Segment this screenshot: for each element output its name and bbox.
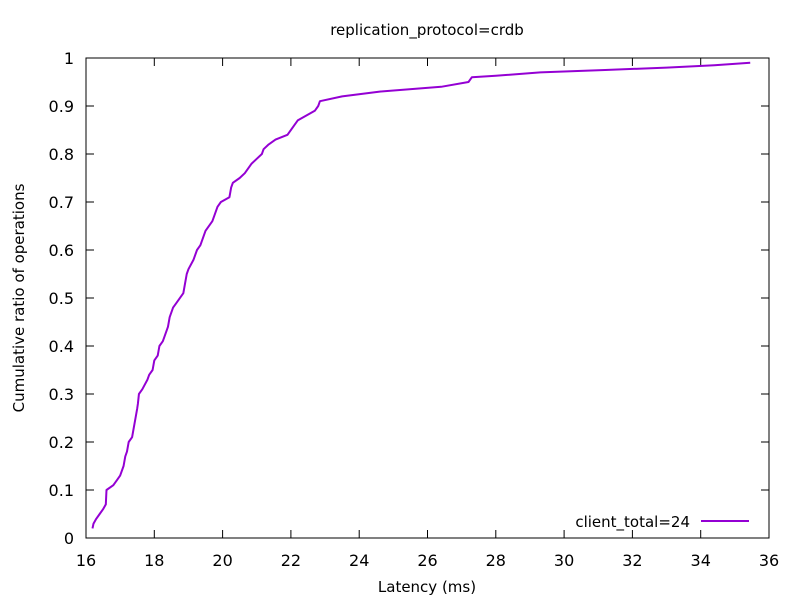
x-tick-label: 18 (144, 551, 164, 570)
legend: client_total=24 (575, 513, 749, 532)
y-tick-label: 0.8 (49, 145, 74, 164)
plot-area-border (85, 57, 770, 539)
x-tick-label: 24 (349, 551, 369, 570)
y-tick-label: 0.4 (49, 337, 74, 356)
y-axis-title: Cumulative ratio of operations (10, 183, 28, 412)
y-tick-label: 0 (64, 529, 74, 548)
y-tick-label: 0.6 (49, 241, 74, 260)
x-tick-label: 34 (691, 551, 711, 570)
x-tick-label: 28 (486, 551, 506, 570)
series-line (91, 61, 751, 529)
x-tick-label: 36 (759, 551, 779, 570)
x-tick-label: 32 (622, 551, 642, 570)
y-axis-ticks: 0 0.1 0.2 0.3 0.4 0.5 0.6 0.7 0.8 0.9 1 (49, 49, 769, 548)
legend-label: client_total=24 (575, 513, 690, 532)
x-axis-title: Latency (ms) (378, 578, 476, 596)
y-tick-label: 0.2 (49, 433, 74, 452)
chart-title: replication_protocol=crdb (330, 21, 524, 40)
series-layer (91, 61, 751, 529)
x-tick-label: 16 (76, 551, 96, 570)
y-tick-label: 0.1 (49, 481, 74, 500)
y-tick-label: 0.7 (49, 193, 74, 212)
x-tick-label: 30 (554, 551, 574, 570)
y-tick-label: 0.3 (49, 385, 74, 404)
x-tick-label: 22 (281, 551, 301, 570)
y-tick-label: 0.9 (49, 97, 74, 116)
y-tick-label: 1 (64, 49, 74, 68)
x-axis-ticks: 16 18 20 22 24 26 28 30 32 34 36 (76, 58, 779, 570)
x-tick-label: 26 (417, 551, 437, 570)
x-tick-label: 20 (212, 551, 232, 570)
y-tick-label: 0.5 (49, 289, 74, 308)
